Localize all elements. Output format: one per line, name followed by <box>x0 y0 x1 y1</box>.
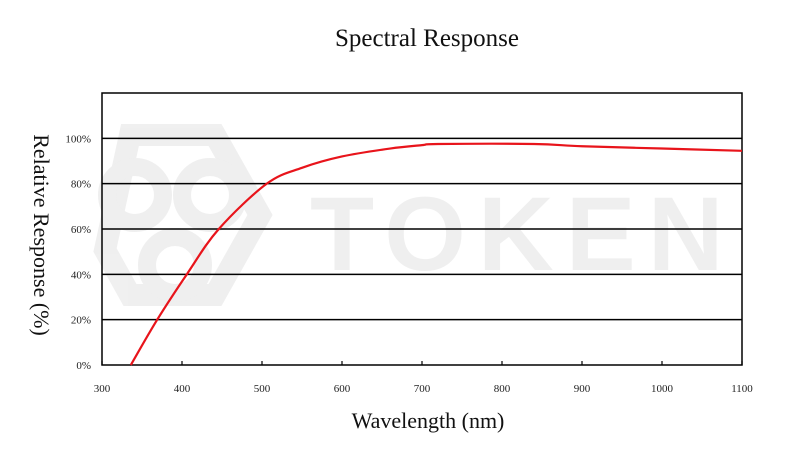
x-tick-label: 500 <box>254 383 271 395</box>
x-tick-label: 900 <box>574 383 591 395</box>
chart-title: Spectral Response <box>335 25 519 52</box>
x-tick-label: 300 <box>94 383 111 395</box>
series-line <box>129 142 743 366</box>
x-axis-label: Wavelength (nm) <box>352 408 505 433</box>
x-tick-label: 800 <box>494 383 511 395</box>
y-tick-label: 80% <box>71 179 91 191</box>
x-tick-label: 700 <box>414 383 431 395</box>
y-tick-label: 100% <box>65 133 91 145</box>
x-tick-label: 400 <box>174 383 191 395</box>
y-tick-label: 40% <box>71 269 91 281</box>
x-tick-label: 1000 <box>651 383 674 395</box>
y-axis-label: Relative Response (%) <box>29 134 54 336</box>
y-tick-label: 0% <box>76 360 91 372</box>
token-watermark-logo: TOKEN <box>93 124 736 306</box>
svg-text:TOKEN: TOKEN <box>310 176 736 293</box>
x-tick-label: 600 <box>334 383 351 395</box>
y-tick-label: 20% <box>71 315 91 327</box>
x-tick-label: 1100 <box>731 383 753 395</box>
y-tick-label: 60% <box>71 224 91 236</box>
